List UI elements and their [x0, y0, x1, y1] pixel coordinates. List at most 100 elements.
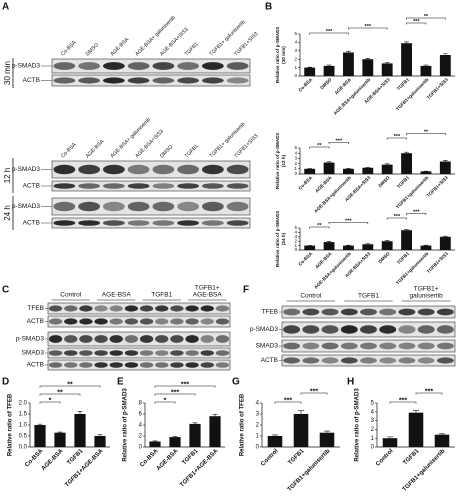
lane-label: AGE-BSA+ galunisertib: [110, 117, 153, 160]
bar: [34, 425, 46, 447]
bar: [439, 55, 451, 76]
blot-band: [64, 318, 78, 325]
bar: [401, 43, 412, 76]
blot-band: [124, 350, 139, 356]
blot-band: [360, 325, 377, 334]
blot-band: [109, 350, 123, 356]
bar: [434, 434, 450, 447]
x-tick-label: TGFB1: [181, 448, 200, 467]
blot-band: [64, 305, 78, 312]
y-tick-label: 0: [256, 445, 260, 451]
blot-band: [48, 335, 63, 343]
blot-band: [185, 362, 199, 368]
x-tick-label: TGFB1: [66, 448, 85, 467]
error-bar: [57, 431, 63, 433]
blot-band: [102, 220, 125, 226]
y-tick-label: 5: [294, 145, 297, 150]
blot-band: [379, 357, 397, 364]
blot-row-label: TFEB: [27, 305, 44, 312]
blot-band: [177, 220, 200, 226]
blot-band: [200, 305, 214, 312]
panel-letter: D: [2, 377, 9, 388]
group-label: galunisertib: [410, 293, 444, 300]
blot-band: [79, 362, 93, 368]
blot-band: [379, 308, 397, 316]
blot-band: [283, 308, 301, 316]
bar: [149, 441, 161, 447]
significance-label: **: [67, 381, 73, 388]
error-bar: [404, 151, 409, 154]
blot-band: [340, 308, 358, 316]
blot-band: [78, 77, 101, 84]
blot-band: [139, 318, 154, 325]
blot-band: [302, 357, 320, 364]
blot-band: [124, 318, 139, 325]
blot-band: [155, 362, 169, 368]
blot-band: [127, 77, 150, 84]
blot-band: [53, 62, 76, 70]
blot-band: [200, 335, 214, 343]
error-bar: [346, 167, 351, 169]
blot-band: [78, 164, 101, 175]
x-tick-label: TGFB1: [396, 77, 410, 91]
blot-band: [215, 362, 230, 368]
y-tick-label: 4: [371, 409, 375, 415]
blot-band: [48, 305, 63, 312]
bar: [362, 244, 374, 250]
bar: [293, 414, 309, 447]
blot-band: [53, 201, 76, 212]
blot-band: [177, 77, 200, 84]
y-tick-label: 3: [371, 418, 375, 424]
blot-band: [78, 62, 101, 70]
blot-band: [302, 325, 320, 334]
y-tick-label: 2: [371, 427, 375, 433]
significance-bracket: [415, 392, 443, 395]
blot-band: [302, 308, 320, 316]
significance-label: *: [164, 397, 167, 404]
bar: [304, 245, 316, 250]
blot-row-label: ACTB: [27, 318, 44, 325]
bar: [304, 67, 316, 76]
bar: [323, 162, 335, 174]
error-bar: [442, 160, 448, 162]
x-tick-label: DMSO: [319, 77, 333, 91]
blot-band: [417, 325, 435, 334]
blot-band: [155, 305, 169, 312]
lane-label: AGE-BSA: [110, 36, 131, 57]
significance-label: ***: [181, 381, 189, 388]
blot-band: [200, 350, 214, 356]
y-tick-label: 1: [371, 436, 375, 442]
blot-band: [398, 325, 416, 334]
error-bar: [384, 163, 390, 165]
x-tick-label: Control: [375, 448, 395, 468]
blot-band: [321, 357, 339, 364]
blot-band: [152, 183, 175, 189]
blot-band: [321, 325, 339, 334]
y-tick-label: 1.5: [19, 412, 28, 418]
side-label: 30 min: [3, 61, 12, 85]
blot-band: [124, 362, 139, 368]
error-bar: [326, 241, 332, 243]
y-axis-label: Relative ratio of p-SMAD3: [123, 388, 129, 462]
y-tick-label: 5: [371, 401, 375, 407]
blot-band: [78, 201, 101, 212]
y-tick-label: 4: [294, 40, 297, 45]
blot-band: [226, 183, 249, 189]
y-axis-label: Relative ratio of TFEB: [8, 393, 14, 456]
x-tick-label: Control: [260, 448, 280, 468]
lane-label: TGFB1+SIS3: [233, 133, 259, 159]
blot-band: [200, 362, 214, 368]
side-label: 24 h: [3, 205, 12, 221]
blot-band: [340, 325, 358, 334]
bar: [439, 161, 451, 174]
y-axis-label: (24 h): [281, 232, 286, 245]
blot-band: [109, 335, 123, 343]
blot-band: [139, 335, 154, 343]
blot-band: [102, 77, 125, 84]
blot-band: [177, 62, 200, 70]
lane-label: AGE-BSA+ galunisertib: [134, 15, 177, 58]
y-tick-label: 3: [294, 234, 297, 239]
y-tick-label: 3: [294, 48, 297, 53]
blot-band: [124, 335, 139, 343]
significance-bracket: [309, 146, 330, 149]
